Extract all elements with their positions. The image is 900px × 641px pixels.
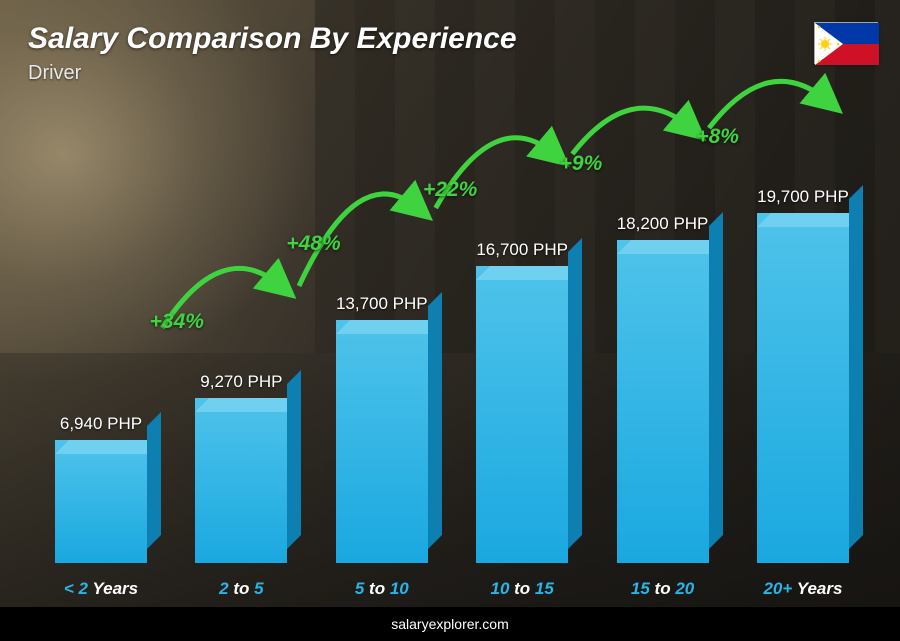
bar-value-label: 18,200 PHP <box>617 214 709 234</box>
x-axis-label: 5 to 10 <box>323 579 441 599</box>
bar-slot: 18,200 PHP <box>604 214 722 563</box>
x-axis-label: 20+ Years <box>744 579 862 599</box>
x-axis-label: 15 to 20 <box>604 579 722 599</box>
bar-value-label: 19,700 PHP <box>757 187 849 207</box>
chart-subtitle: Driver <box>28 62 81 85</box>
flag-philippines <box>814 22 878 64</box>
bar-3d <box>336 320 428 563</box>
growth-pct-label: +9% <box>560 152 603 176</box>
growth-pct-label: +22% <box>423 178 477 202</box>
chart-title: Salary Comparison By Experience <box>28 22 517 56</box>
chart-canvas: Salary Comparison By Experience Driver <box>0 0 900 641</box>
bar-slot: 6,940 PHP <box>42 414 160 563</box>
bar-3d <box>476 266 568 563</box>
chart-area: 6,940 PHP 9,270 PHP 13,700 PHP 16,700 PHP 18… <box>42 123 862 563</box>
growth-pct-label: +48% <box>286 232 340 256</box>
bar-slot: 9,270 PHP <box>182 372 300 563</box>
bar-3d <box>617 240 709 563</box>
bar-value-label: 13,700 PHP <box>336 294 428 314</box>
bar-value-label: 9,270 PHP <box>200 372 282 392</box>
footer-attribution: salaryexplorer.com <box>0 607 900 641</box>
bar-slot: 16,700 PHP <box>463 240 581 563</box>
x-axis-label: 10 to 15 <box>463 579 581 599</box>
bar-value-label: 16,700 PHP <box>476 240 568 260</box>
x-axis-label: 2 to 5 <box>182 579 300 599</box>
bar-3d <box>195 398 287 563</box>
bar-3d <box>55 440 147 563</box>
bar-value-label: 6,940 PHP <box>60 414 142 434</box>
growth-pct-label: +34% <box>150 310 204 334</box>
x-axis-label: < 2 Years <box>42 579 160 599</box>
bar-3d <box>757 213 849 563</box>
x-labels: < 2 Years 2 to 5 5 to 10 10 to 15 15 to 20 20… <box>42 579 862 599</box>
bar-slot: 13,700 PHP <box>323 294 441 563</box>
growth-pct-label: +8% <box>696 125 739 149</box>
bar-slot: 19,700 PHP <box>744 187 862 563</box>
